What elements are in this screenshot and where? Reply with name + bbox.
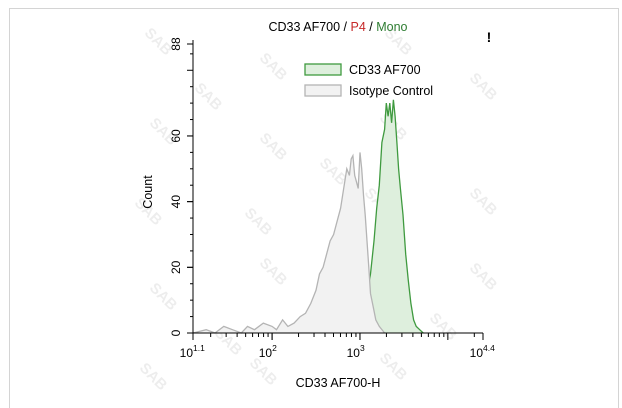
watermark-text: SAB bbox=[426, 310, 461, 345]
watermark-text: SAB bbox=[256, 50, 291, 85]
series-area-cd33-af700 bbox=[311, 99, 424, 333]
x-tick-exponent: 1.1 bbox=[193, 343, 205, 353]
chart-title-part: / bbox=[340, 20, 350, 34]
x-tick-label: 10 bbox=[180, 346, 194, 360]
y-axis-title: Count bbox=[141, 175, 155, 209]
legend-label-cd33-af700: CD33 AF700 bbox=[349, 63, 421, 77]
chart-title-part: / bbox=[366, 20, 376, 34]
x-axis-title: CD33 AF700-H bbox=[296, 376, 381, 390]
y-tick-label: 40 bbox=[169, 195, 183, 209]
x-tick-label: 10 bbox=[470, 346, 484, 360]
x-tick-exponent: 2 bbox=[272, 343, 277, 353]
y-tick-label: 20 bbox=[169, 260, 183, 274]
series-line-isotype-control bbox=[192, 152, 386, 334]
series-area-isotype-control bbox=[193, 152, 385, 333]
y-tick-label: 88 bbox=[169, 37, 183, 51]
chart-title: CD33 AF700 / P4 / Mono bbox=[269, 20, 408, 34]
x-tick-exponent: 4.4 bbox=[483, 343, 495, 353]
watermark-text: SAB bbox=[241, 205, 276, 240]
watermark-text: SAB bbox=[256, 255, 291, 290]
watermark-text: SAB bbox=[466, 260, 501, 295]
chart-title-part: CD33 AF700 bbox=[269, 20, 341, 34]
watermark-text: SAB bbox=[146, 280, 181, 315]
legend-swatch-cd33-af700 bbox=[304, 63, 342, 76]
chart-title-part: P4 bbox=[351, 20, 366, 34]
legend-label-isotype-control: Isotype Control bbox=[349, 84, 433, 98]
legend-swatch-isotype-control bbox=[304, 84, 342, 97]
y-tick-label: 0 bbox=[169, 329, 183, 336]
watermark-text: SAB bbox=[466, 185, 501, 220]
watermark-text: SAB bbox=[466, 70, 501, 105]
watermark-text: SAB bbox=[256, 130, 291, 165]
y-tick-label: 60 bbox=[169, 129, 183, 143]
watermark-text: SAB bbox=[376, 350, 411, 385]
chart-title-part: Mono bbox=[376, 20, 407, 34]
watermark-text: SAB bbox=[136, 360, 171, 395]
watermark-text: SAB bbox=[191, 80, 226, 115]
x-tick-label: 10 bbox=[347, 346, 361, 360]
x-tick-label: 10 bbox=[259, 346, 273, 360]
x-tick-exponent: 3 bbox=[360, 343, 365, 353]
warning-mark: ! bbox=[487, 29, 492, 45]
